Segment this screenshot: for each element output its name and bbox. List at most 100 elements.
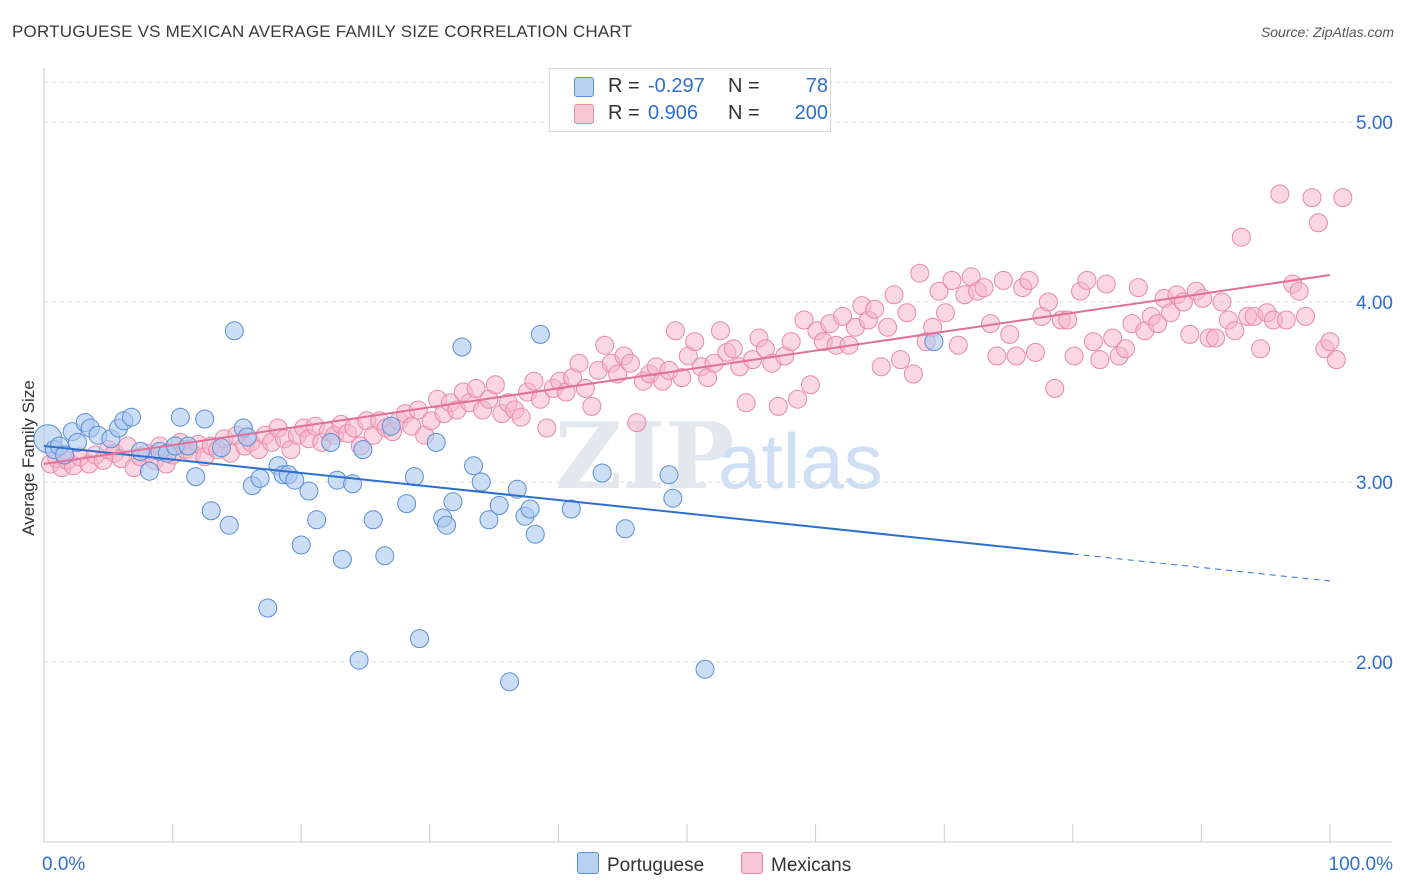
mexicans-point [582,396,602,416]
mexicans-point [987,346,1007,366]
mexicans-point [1064,346,1084,366]
portuguese-point [659,465,679,485]
grid-lines [44,81,1392,663]
portuguese-point [924,332,944,352]
y-tick-label: 5.00 [1356,113,1393,134]
portuguese-point [285,470,305,490]
mexicans-point [890,350,910,370]
mexicans-point [768,396,788,416]
portuguese-point [307,510,327,530]
mexicans-point [871,357,891,377]
mexicans-point [1320,332,1340,352]
mexicans-point [1058,310,1078,330]
mexicans-point [710,321,730,341]
portuguese-point [479,510,499,530]
portuguese-point [178,436,198,456]
mexicans-point [897,303,917,323]
legend-n-label: N = [728,75,760,97]
portuguese-point [410,629,430,649]
portuguese-point [186,467,206,487]
portuguese-point [321,432,341,452]
mexicans-point [672,368,692,388]
mexicans-point [993,270,1013,290]
y-tick-label: 4.00 [1356,293,1393,314]
mexicans-swatch [574,104,594,124]
portuguese-point [219,515,239,535]
mexicans-point [537,418,557,438]
mexicans-point [1308,213,1328,233]
x-tick-label-max: 100.0% [1329,854,1394,875]
chart-title: PORTUGUESE VS MEXICAN AVERAGE FAMILY SIZ… [12,22,633,41]
mexicans-point [1180,324,1200,344]
mexicans-point [974,278,994,298]
portuguese-point [381,416,401,436]
portuguese-point [404,467,424,487]
legend-r-label: R = [608,75,640,97]
mexicans-point [665,321,685,341]
portuguese-point [237,427,257,447]
portuguese-point [121,407,141,427]
bottom-legend-mexicans: Mexicans [741,852,851,877]
mexicans-point [800,375,820,395]
portuguese-trend-extension [1072,553,1331,582]
mexicans-point [1296,306,1316,326]
portuguese-point [471,472,491,492]
portuguese-swatch [574,77,594,97]
mexicans-point [485,375,505,395]
source-label: Source: ZipAtlas.com [1260,24,1394,40]
portuguese-point [67,432,87,452]
mexicans-point [884,285,904,305]
portuguese-swatch [577,852,599,874]
portuguese-label: Portuguese [607,855,705,876]
mexicans-point [1038,292,1058,312]
mexicans-point [781,332,801,352]
portuguese-point [353,440,373,460]
mexicans-swatch [741,852,763,874]
legend-r-value: 0.906 [648,102,699,124]
mexicans-point [1161,303,1181,323]
mexicans-point [910,263,930,283]
portuguese-point [615,519,635,539]
mexicans-point [1083,332,1103,352]
portuguese-points [33,321,944,692]
mexicans-point [1006,346,1026,366]
mexicans-point [1270,184,1290,204]
mexicans-point [878,317,898,337]
portuguese-point [695,659,715,679]
portuguese-point [250,468,270,488]
mexicans-point [1251,339,1271,359]
portuguese-point [452,337,472,357]
legend-r-value: -0.297 [648,75,705,97]
mexicans-point [1289,281,1309,301]
mexicans-point [929,281,949,301]
axes [43,68,1392,843]
y-tick-label: 3.00 [1356,473,1393,494]
mexicans-point [569,353,589,373]
mexicans-point [948,335,968,355]
mexicans-point [1128,278,1148,298]
mexicans-point [1302,188,1322,208]
portuguese-point [592,463,612,483]
portuguese-trend-line [43,445,1073,555]
portuguese-point [258,598,278,618]
portuguese-point [500,672,520,692]
mexicans-point [1333,188,1353,208]
legend-n-value: 78 [805,75,828,97]
mexicans-point [865,299,885,319]
legend: R = -0.297 N = 78 R = 0.906 N = 200 [549,68,831,132]
portuguese-point [437,515,457,535]
mexicans-point [1019,270,1039,290]
mexicans-point [1045,378,1065,398]
portuguese-point [663,488,683,508]
mexicans-point [736,393,756,413]
mexicans-point [1212,292,1232,312]
mexicans-point [723,339,743,359]
portuguese-point [363,510,383,530]
portuguese-point [464,456,484,476]
mexicans-point [1103,328,1123,348]
mexicans-point [1090,350,1110,370]
portuguese-point [349,650,369,670]
mexicans-point [511,407,531,427]
watermark: ZIP atlas [555,402,883,510]
portuguese-point [327,470,347,490]
